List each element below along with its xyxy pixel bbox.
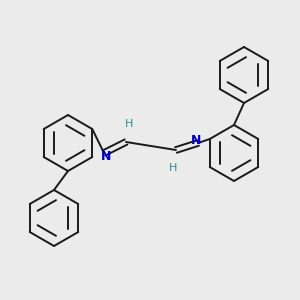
Text: H: H	[125, 119, 133, 129]
Text: N: N	[101, 149, 112, 163]
Text: H: H	[169, 163, 177, 173]
Text: N: N	[190, 134, 201, 146]
